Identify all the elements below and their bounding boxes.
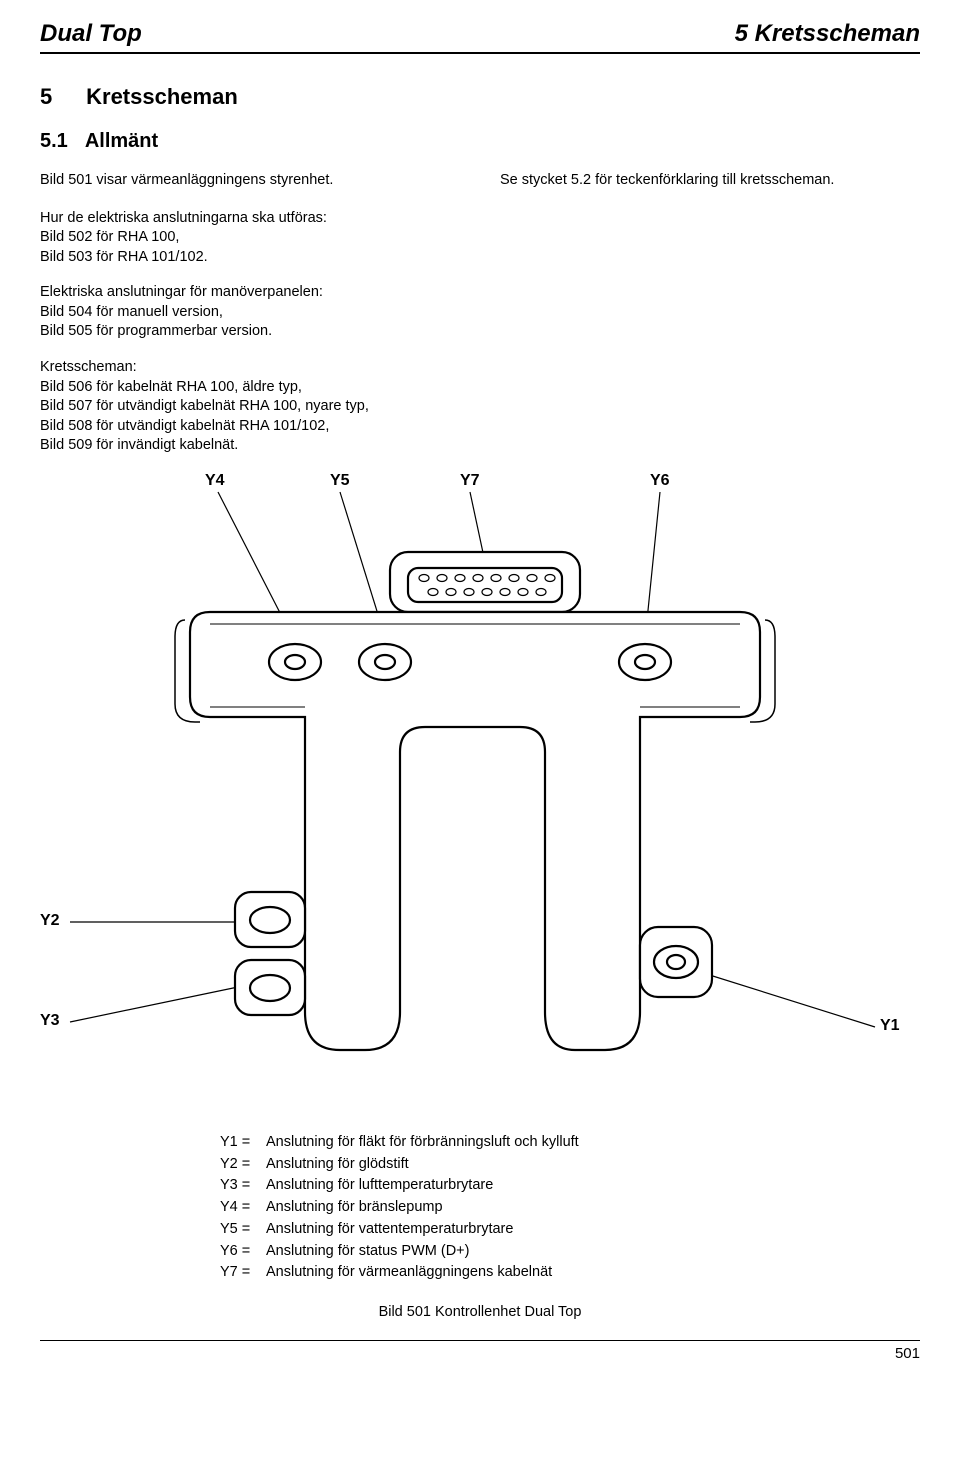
- legend-text: Anslutning för vattentemperaturbrytare: [266, 1219, 513, 1241]
- legend-text: Anslutning för värmeanläggningens kabeln…: [266, 1262, 552, 1284]
- legend-text: Anslutning för bränslepump: [266, 1197, 443, 1219]
- callout-y5: Y5: [330, 472, 350, 490]
- legend-key: Y5 =: [220, 1219, 266, 1241]
- control-unit-diagram: Y4 Y5 Y7 Y6 Y2 Y3 Y1: [40, 472, 920, 1112]
- legend-key: Y4 =: [220, 1197, 266, 1219]
- paragraph-schematics: Kretsscheman: Bild 506 för kabelnät RHA …: [40, 358, 920, 456]
- legend-key: Y1 =: [220, 1132, 266, 1154]
- section-name: Kretsscheman: [86, 84, 238, 109]
- callout-y7: Y7: [460, 472, 480, 490]
- callout-y3: Y3: [40, 1012, 60, 1030]
- paragraph-connections: Hur de elektriska anslutningarna ska utf…: [40, 209, 920, 268]
- legend-row: Y4 =Anslutning för bränslepump: [220, 1197, 920, 1219]
- header-left: Dual Top: [40, 20, 142, 48]
- callout-y1: Y1: [880, 1017, 900, 1035]
- page-number: 501: [895, 1345, 920, 1362]
- subsection-number: 5.1: [40, 130, 80, 153]
- intro-columns: Bild 501 visar värmeanläggningens styren…: [40, 171, 920, 191]
- callout-y2: Y2: [40, 912, 60, 930]
- legend-text: Anslutning för status PWM (D+): [266, 1241, 469, 1263]
- page-footer: 501: [40, 1340, 920, 1362]
- section-title: 5 Kretsscheman: [40, 84, 920, 110]
- legend-row: Y2 =Anslutning för glödstift: [220, 1154, 920, 1176]
- header-right: 5 Kretsscheman: [735, 20, 920, 48]
- figure-caption: Bild 501 Kontrollenhet Dual Top: [40, 1304, 920, 1320]
- callout-y6: Y6: [650, 472, 670, 490]
- legend-key: Y2 =: [220, 1154, 266, 1176]
- legend: Y1 =Anslutning för fläkt för förbränning…: [220, 1132, 920, 1284]
- legend-text: Anslutning för lufttemperaturbrytare: [266, 1175, 493, 1197]
- legend-row: Y6 =Anslutning för status PWM (D+): [220, 1241, 920, 1263]
- section-number: 5: [40, 84, 80, 110]
- legend-row: Y5 =Anslutning för vattentemperaturbryta…: [220, 1219, 920, 1241]
- subsection-name: Allmänt: [85, 130, 158, 152]
- paragraph-panel: Elektriska anslutningar för manöverpanel…: [40, 283, 920, 342]
- legend-row: Y1 =Anslutning för fläkt för förbränning…: [220, 1132, 920, 1154]
- callout-y4: Y4: [205, 472, 225, 490]
- legend-text: Anslutning för glödstift: [266, 1154, 409, 1176]
- legend-text: Anslutning för fläkt för förbränningsluf…: [266, 1132, 579, 1154]
- legend-key: Y7 =: [220, 1262, 266, 1284]
- intro-left: Bild 501 visar värmeanläggningens styren…: [40, 171, 460, 191]
- legend-key: Y3 =: [220, 1175, 266, 1197]
- legend-key: Y6 =: [220, 1241, 266, 1263]
- subsection-title: 5.1 Allmänt: [40, 130, 920, 153]
- legend-row: Y3 =Anslutning för lufttemperaturbrytare: [220, 1175, 920, 1197]
- diagram-svg: [40, 472, 920, 1112]
- intro-right: Se stycket 5.2 för teckenförklaring till…: [500, 171, 920, 191]
- legend-row: Y7 =Anslutning för värmeanläggningens ka…: [220, 1262, 920, 1284]
- page-header: Dual Top 5 Kretsscheman: [40, 20, 920, 54]
